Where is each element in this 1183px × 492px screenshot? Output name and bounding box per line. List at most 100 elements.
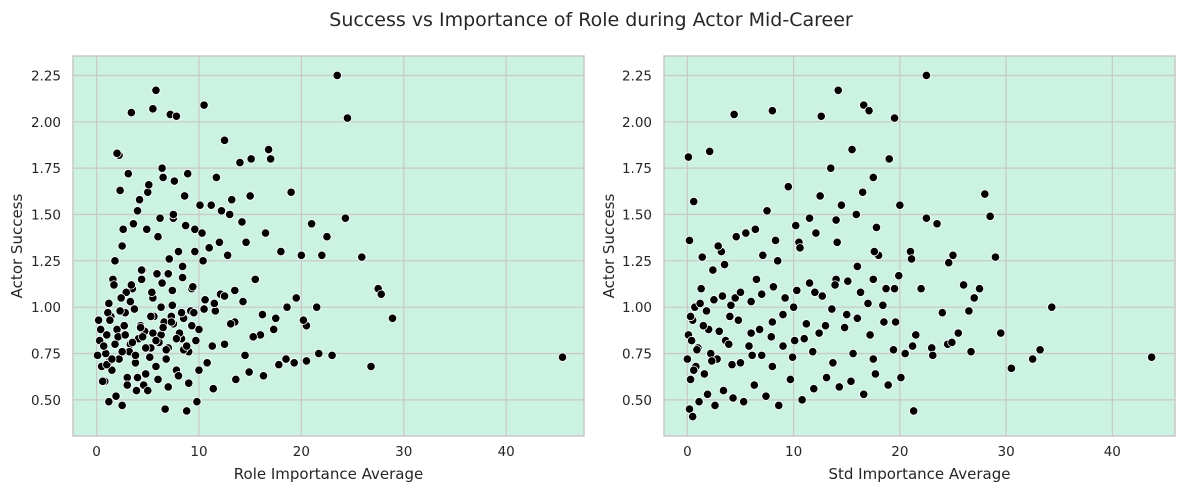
data-point — [828, 358, 838, 368]
data-point — [688, 411, 698, 422]
data-point — [817, 291, 827, 301]
y-tick-label: 0.50 — [622, 393, 652, 409]
data-point — [735, 358, 746, 368]
data-point — [728, 393, 738, 403]
data-point — [111, 391, 121, 401]
data-point — [132, 373, 143, 383]
data-point — [219, 339, 230, 349]
data-point — [726, 300, 736, 310]
data-point — [698, 321, 708, 331]
x-tick-label: 20 — [293, 444, 310, 460]
data-point — [147, 287, 157, 297]
data-point — [198, 256, 208, 266]
data-point — [827, 304, 837, 314]
data-point — [269, 324, 279, 335]
y-tick-label: 2.00 — [622, 115, 652, 131]
data-point — [115, 306, 125, 316]
data-point — [204, 243, 214, 253]
y-tick-label: 1.75 — [622, 161, 652, 177]
data-point — [789, 302, 799, 312]
data-point — [751, 274, 762, 284]
data-point — [790, 335, 800, 346]
data-point — [974, 284, 985, 294]
data-point — [684, 235, 695, 246]
data-point — [211, 172, 221, 183]
data-point — [741, 228, 751, 238]
data-point — [110, 339, 120, 349]
data-point — [804, 213, 815, 223]
x-tick-label: 0 — [683, 444, 692, 460]
data-point — [257, 309, 268, 320]
data-point — [167, 285, 177, 296]
data-point — [762, 206, 772, 216]
data-point — [718, 385, 729, 396]
data-point — [1047, 302, 1057, 312]
data-point — [713, 241, 723, 251]
data-point — [289, 358, 299, 368]
data-point — [889, 284, 900, 294]
data-point — [177, 272, 188, 283]
plot-area — [73, 56, 584, 436]
data-point — [846, 376, 856, 386]
data-point — [182, 341, 192, 351]
data-point — [757, 289, 767, 299]
data-point — [727, 360, 737, 370]
data-point — [117, 241, 127, 251]
data-point — [327, 350, 337, 360]
data-point — [879, 317, 889, 327]
data-point — [99, 341, 109, 351]
data-point — [104, 397, 114, 407]
data-point — [199, 304, 209, 314]
data-point — [746, 328, 756, 338]
data-point — [966, 347, 976, 357]
data-point — [797, 395, 807, 405]
data-point — [168, 209, 178, 220]
data-point — [230, 285, 240, 296]
data-point — [151, 335, 161, 346]
data-point — [141, 369, 151, 379]
data-point — [767, 317, 777, 327]
data-point — [296, 250, 306, 260]
data-point — [801, 319, 811, 329]
data-point — [785, 374, 796, 385]
data-point — [694, 397, 704, 407]
data-point — [177, 261, 188, 271]
data-point — [811, 228, 821, 238]
data-point — [200, 295, 210, 305]
y-tick-label: 2.00 — [31, 115, 61, 131]
data-point — [863, 298, 873, 309]
data-point — [281, 354, 291, 364]
data-point — [276, 246, 286, 257]
data-point — [820, 321, 831, 331]
data-point — [340, 213, 350, 223]
data-point — [767, 361, 777, 372]
data-point — [710, 400, 720, 411]
data-point — [126, 107, 136, 118]
data-point — [117, 347, 127, 357]
data-point — [216, 206, 227, 216]
data-point — [855, 287, 866, 297]
x-tick-label: 30 — [997, 444, 1014, 460]
data-point — [709, 295, 719, 305]
data-point — [916, 284, 926, 294]
data-point — [158, 172, 168, 183]
data-point — [842, 309, 852, 320]
data-point — [146, 311, 156, 322]
data-point — [155, 213, 165, 223]
x-tick-label: 40 — [1104, 444, 1121, 460]
data-point — [725, 311, 735, 322]
data-point — [163, 269, 173, 279]
y-tick-label: 1.00 — [31, 300, 61, 316]
data-point — [832, 237, 842, 247]
data-point — [990, 252, 1001, 262]
data-point — [840, 322, 850, 333]
data-point — [810, 287, 820, 297]
data-point — [199, 100, 209, 110]
data-point — [131, 385, 142, 396]
data-point — [696, 284, 706, 294]
y-tick-label: 1.25 — [622, 254, 652, 270]
data-point — [826, 163, 836, 173]
data-point — [685, 374, 696, 385]
data-point — [847, 145, 857, 155]
data-point — [778, 341, 788, 351]
